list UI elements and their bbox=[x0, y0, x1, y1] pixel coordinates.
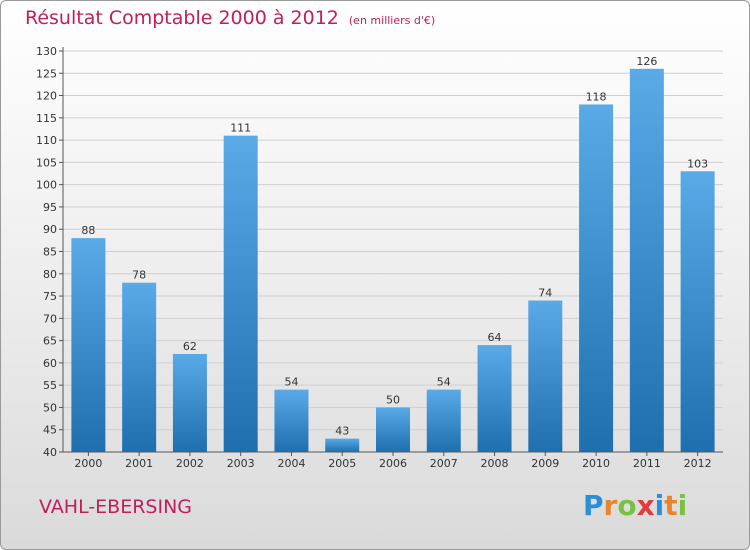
logo-letter: t bbox=[664, 489, 678, 522]
value-label: 54 bbox=[284, 376, 298, 389]
labels: 88 2000 78 2001 62 2002 111 2003 54 2004 43 2005 50 2… bbox=[74, 55, 711, 470]
value-label: 64 bbox=[488, 331, 502, 344]
y-tick-label: 125 bbox=[36, 67, 57, 80]
y-tick-label: 115 bbox=[36, 112, 57, 125]
bar bbox=[426, 389, 461, 452]
value-label: 43 bbox=[335, 425, 349, 438]
y-tick-label: 80 bbox=[43, 268, 57, 281]
value-label: 126 bbox=[636, 55, 657, 68]
x-tick-label: 2001 bbox=[125, 457, 153, 470]
bar bbox=[629, 68, 664, 453]
logo-letter: x bbox=[636, 489, 655, 522]
chart-title: Résultat Comptable 2000 à 2012 (en millie… bbox=[25, 7, 435, 29]
x-tick-label: 2003 bbox=[227, 457, 255, 470]
bar bbox=[579, 104, 614, 452]
logo-letter: i bbox=[677, 489, 688, 522]
y-tick-label: 100 bbox=[36, 179, 57, 192]
bar bbox=[71, 238, 106, 452]
value-label: 54 bbox=[437, 376, 451, 389]
value-label: 50 bbox=[386, 393, 400, 406]
logo-letter: P bbox=[583, 489, 604, 522]
x-tick-label: 2008 bbox=[481, 457, 509, 470]
bar bbox=[528, 300, 563, 452]
y-tick-label: 85 bbox=[43, 246, 57, 259]
x-tick-label: 2005 bbox=[328, 457, 356, 470]
bars bbox=[71, 68, 715, 453]
y-tick-label: 65 bbox=[43, 335, 57, 348]
value-label: 111 bbox=[230, 122, 251, 135]
y-tick-label: 95 bbox=[43, 201, 57, 214]
x-tick-label: 2012 bbox=[684, 457, 712, 470]
logo-letter: o bbox=[617, 489, 637, 522]
y-tick-label: 50 bbox=[43, 401, 57, 414]
y-tick-label: 60 bbox=[43, 357, 57, 370]
title-main: Résultat Comptable 2000 à 2012 bbox=[25, 7, 339, 29]
x-tick-label: 2002 bbox=[176, 457, 204, 470]
y-tick-label: 70 bbox=[43, 312, 57, 325]
bar bbox=[477, 345, 512, 452]
x-tick-label: 2007 bbox=[430, 457, 458, 470]
y-tick-label: 55 bbox=[43, 379, 57, 392]
x-tick-label: 2010 bbox=[582, 457, 610, 470]
y-tick-label: 110 bbox=[36, 134, 57, 147]
title-unit: (en milliers d'€) bbox=[348, 14, 436, 27]
logo-letter: r bbox=[603, 489, 618, 522]
y-tick-label: 45 bbox=[43, 424, 57, 437]
x-tick-label: 2000 bbox=[74, 457, 102, 470]
value-label: 118 bbox=[586, 90, 607, 103]
bar bbox=[376, 407, 410, 452]
x-tick-label: 2011 bbox=[633, 457, 661, 470]
logo-letter: i bbox=[654, 489, 665, 522]
y-tick-label: 75 bbox=[43, 290, 57, 303]
y-tick-label: 105 bbox=[36, 156, 57, 169]
y-tick-label: 130 bbox=[36, 45, 57, 58]
x-tick-label: 2006 bbox=[379, 457, 407, 470]
value-label: 103 bbox=[687, 157, 708, 170]
grid-lines bbox=[63, 50, 723, 453]
bar bbox=[223, 135, 258, 452]
value-label: 88 bbox=[81, 224, 95, 237]
x-tick-label: 2009 bbox=[531, 457, 559, 470]
bar bbox=[680, 171, 715, 453]
y-tick-label: 40 bbox=[43, 446, 57, 459]
y-tick-label: 120 bbox=[36, 90, 57, 103]
bar bbox=[122, 282, 157, 452]
bar bbox=[274, 389, 309, 452]
x-tick-label: 2004 bbox=[277, 457, 305, 470]
bar bbox=[325, 438, 360, 452]
proxiti-logo: Proxiti bbox=[583, 489, 687, 522]
value-label: 78 bbox=[132, 269, 146, 282]
bar bbox=[172, 353, 207, 452]
commune-name: VAHL-EBERSING bbox=[39, 496, 193, 518]
y-tick-label: 90 bbox=[43, 223, 57, 236]
value-label: 74 bbox=[538, 287, 552, 300]
value-label: 62 bbox=[183, 340, 197, 353]
